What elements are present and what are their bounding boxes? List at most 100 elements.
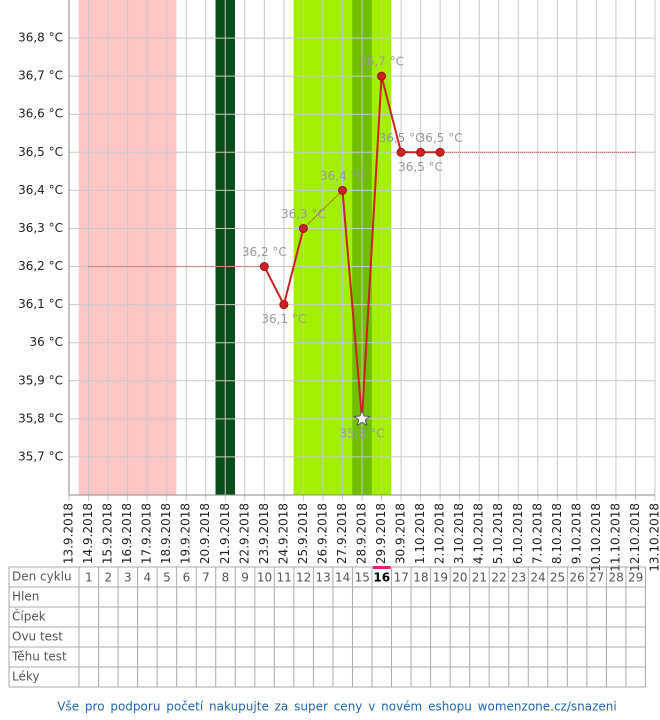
- line-segment: [341, 190, 363, 419]
- cycle-day: 2: [104, 571, 112, 585]
- x-tick-label: 29.9.2018: [374, 503, 388, 564]
- row-label: Den cyklu: [12, 570, 72, 584]
- cycle-day: 29: [628, 571, 643, 585]
- y-tick-label: 36,6 °C: [18, 107, 63, 121]
- cycle-day: 14: [335, 571, 350, 585]
- data-label: 36,5 °C: [379, 131, 424, 145]
- x-tick-label: 24.9.2018: [276, 503, 290, 564]
- row-label: Ovu test: [12, 630, 63, 644]
- x-tick-label: 5.10.2018: [491, 503, 505, 564]
- x-tick-label: 20.9.2018: [198, 503, 212, 564]
- cycle-day: 8: [222, 571, 230, 585]
- x-tick-label: 22.9.2018: [237, 503, 251, 564]
- y-tick-label: 36 °C: [30, 335, 63, 349]
- cycle-day: 11: [276, 571, 291, 585]
- cycle-day: 5: [163, 571, 171, 585]
- cycle-day: 10: [257, 571, 272, 585]
- line-segment: [361, 76, 383, 419]
- data-label: 36,2 °C: [242, 245, 287, 259]
- data-point: [435, 147, 445, 157]
- y-tick-label: 36,1 °C: [18, 297, 63, 311]
- y-tick-label: 35,9 °C: [18, 373, 63, 387]
- cycle-day: 3: [124, 571, 132, 585]
- cycle-day: 17: [394, 571, 409, 585]
- bands: [78, 0, 392, 495]
- data-point: [259, 262, 269, 272]
- x-tick-label: 14.9.2018: [81, 503, 95, 564]
- cycle-day: 18: [413, 571, 428, 585]
- cycle-day: 15: [355, 571, 370, 585]
- cycle-day: 21: [472, 571, 487, 585]
- line-segment: [380, 75, 403, 153]
- cycle-day: 9: [241, 571, 249, 585]
- x-tick-label: 3.10.2018: [452, 503, 466, 564]
- data-label: 36,5 °C: [418, 131, 463, 145]
- data-label: 36,5 °C: [398, 160, 443, 174]
- footer-link[interactable]: Vše pro podporu početí nakupujte za supe…: [57, 700, 616, 714]
- x-tick-label: 8.10.2018: [550, 503, 564, 564]
- x-tick-label: 12.10.2018: [628, 503, 642, 572]
- x-tick-label: 27.9.2018: [335, 503, 349, 564]
- cycle-day: 24: [530, 571, 545, 585]
- cycle-day: 28: [609, 571, 624, 585]
- data-point: [416, 147, 426, 157]
- x-tick-label: 19.9.2018: [179, 503, 193, 564]
- x-tick-label: 2.10.2018: [433, 503, 447, 564]
- x-tick-label: 21.9.2018: [218, 503, 232, 564]
- data-label: 36,1 °C: [261, 312, 306, 326]
- data-point: [377, 71, 387, 81]
- cycle-day: 27: [589, 571, 604, 585]
- data-point: [337, 185, 347, 195]
- x-tick-label: 11.10.2018: [608, 503, 622, 572]
- cycle-day: 25: [550, 571, 565, 585]
- y-tick-label: 35,8 °C: [18, 411, 63, 425]
- row-label: Léky: [12, 670, 39, 684]
- x-tick-label: 4.10.2018: [472, 503, 486, 564]
- row-label: Těhu test: [11, 650, 67, 664]
- x-tick-label: 26.9.2018: [315, 503, 329, 564]
- y-tick-label: 36,4 °C: [18, 183, 63, 197]
- x-tick-label: 23.9.2018: [257, 503, 271, 564]
- cycle-day: 4: [144, 571, 152, 585]
- x-tick-label: 13.10.2018: [648, 503, 660, 572]
- line-segment: [282, 228, 305, 305]
- x-tick-label: 15.9.2018: [101, 503, 115, 564]
- data-point: [396, 147, 406, 157]
- data-point: [279, 300, 289, 310]
- data-point: [298, 223, 308, 233]
- data-label: 36,7 °C: [359, 55, 404, 69]
- data-label: 35,8 °C: [340, 426, 385, 440]
- cycle-day: 20: [452, 571, 467, 585]
- data-label: 36,4 °C: [320, 169, 365, 183]
- today-marker: [373, 566, 391, 569]
- x-tick-label: 30.9.2018: [394, 503, 408, 564]
- x-tick-label: 6.10.2018: [511, 503, 525, 564]
- x-tick-label: 16.9.2018: [120, 503, 134, 564]
- cycle-day: 23: [511, 571, 526, 585]
- x-tick-label: 17.9.2018: [140, 503, 154, 564]
- line-segment: [263, 266, 285, 306]
- y-tick-label: 36,2 °C: [18, 259, 63, 273]
- data-label: 36,3 °C: [281, 207, 326, 221]
- cycle-day: 7: [202, 571, 210, 585]
- x-tick-label: 9.10.2018: [569, 503, 583, 564]
- x-tick-label: 25.9.2018: [296, 503, 310, 564]
- y-tick-label: 35,7 °C: [18, 449, 63, 463]
- x-tick-label: 18.9.2018: [159, 503, 173, 564]
- y-tick-label: 36,3 °C: [18, 221, 63, 235]
- cycle-day: 6: [183, 571, 191, 585]
- row-label: Čípek: [12, 609, 46, 624]
- cycle-day: 26: [569, 571, 584, 585]
- cycle-day: 1: [85, 571, 93, 585]
- x-tick-label: 7.10.2018: [530, 503, 544, 564]
- cycle-day: 22: [491, 571, 506, 585]
- y-tick-label: 36,7 °C: [18, 69, 63, 83]
- cycle-day: 13: [316, 571, 331, 585]
- x-tick-label: 10.10.2018: [589, 503, 603, 572]
- y-tick-label: 36,8 °C: [18, 31, 63, 45]
- ovulation-star: [353, 409, 371, 427]
- cycle-day: 16: [373, 571, 390, 585]
- cycle-day: 12: [296, 571, 311, 585]
